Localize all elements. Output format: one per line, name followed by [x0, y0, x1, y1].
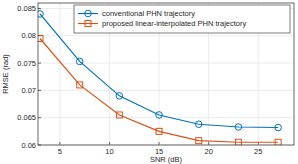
- x-tick-label: 5: [58, 147, 62, 156]
- legend: conventional PHN trajectoryproposed line…: [74, 5, 290, 33]
- legend-line: [78, 23, 98, 24]
- x-tick: [159, 142, 160, 145]
- x-axis-label: SNR (dB): [150, 155, 183, 164]
- point: [116, 93, 123, 100]
- point: [275, 124, 282, 131]
- point: [235, 124, 242, 131]
- y-tick: [38, 63, 41, 64]
- legend-label: conventional PHN trajectory: [102, 9, 195, 18]
- x-tick-label: 10: [105, 147, 113, 156]
- point: [77, 82, 83, 88]
- legend-marker: [85, 21, 91, 27]
- x-tick-label: 25: [254, 147, 262, 156]
- y-tick-label: 0.065: [17, 113, 36, 122]
- y-tick-label: 0.075: [17, 59, 36, 68]
- point: [275, 139, 281, 145]
- y-tick: [38, 90, 41, 91]
- point: [116, 112, 122, 118]
- x-grid-line: [59, 3, 60, 145]
- y-tick-label: 0.06: [21, 141, 36, 150]
- y-tick-label: 0.085: [17, 4, 36, 13]
- point: [76, 58, 83, 65]
- point: [196, 138, 202, 144]
- point: [195, 121, 202, 128]
- legend-marker: [85, 10, 92, 17]
- y-axis-label: RMSE (rad): [1, 54, 10, 94]
- x-tick: [109, 142, 110, 145]
- y-tick: [38, 8, 41, 9]
- plot-area: [38, 3, 294, 145]
- point: [156, 128, 162, 134]
- y-tick-label: 0.07: [21, 86, 36, 95]
- point: [156, 112, 163, 119]
- y-grid-line: [38, 90, 294, 91]
- y-tick: [38, 117, 41, 118]
- series-line: [40, 39, 278, 143]
- y-grid-line: [38, 35, 294, 36]
- y-tick-label: 0.08: [21, 31, 36, 40]
- y-grid-line: [38, 117, 294, 118]
- x-tick: [208, 142, 209, 145]
- point: [38, 11, 43, 18]
- legend-label: proposed linear-interpolated PHN traject…: [102, 19, 246, 28]
- legend-box: [74, 5, 290, 33]
- x-tick-label: 20: [204, 147, 212, 156]
- x-tick: [59, 142, 60, 145]
- point: [235, 139, 241, 145]
- chart: 5101520250.060.0650.070.0750.080.085SNR …: [0, 0, 298, 164]
- point: [38, 36, 43, 42]
- legend-line: [78, 13, 98, 14]
- axes-frame: [38, 3, 294, 145]
